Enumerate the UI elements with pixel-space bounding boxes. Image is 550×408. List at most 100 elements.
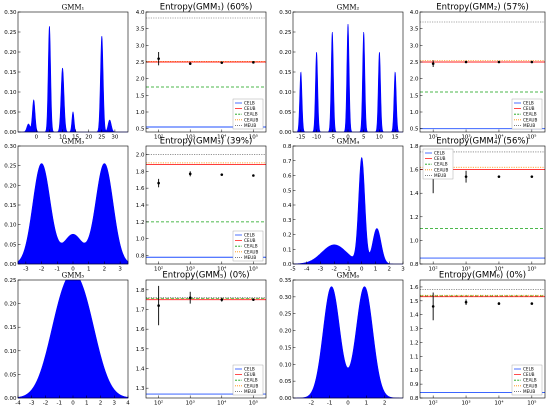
gmm2-entropy-ytick-label: 1.5 xyxy=(410,93,419,99)
gmm3-density-ytick-label: 0.10 xyxy=(4,223,17,229)
gmm6-density-ytick-label: 0.15 xyxy=(279,345,292,351)
gmm4-entropy-ytick-label: 1.8 xyxy=(410,144,419,150)
gmm1-density-xtick-label: 20 xyxy=(85,135,92,141)
gmm4-density-xtick-label: 1 xyxy=(374,267,378,273)
gmm4-entropy-xtick-label: 10⁴ xyxy=(494,266,504,273)
gmm5-entropy-legend-label: CEALB xyxy=(244,378,258,383)
gmm1-entropy-ytick-label: 4.0 xyxy=(136,10,145,16)
gmm3-entropy-xtick-label: 10² xyxy=(154,266,163,273)
gmm4-entropy-point xyxy=(464,175,468,178)
gmm2-density-ytick-label: 0.10 xyxy=(279,90,292,96)
gmm1-entropy-point xyxy=(220,61,224,64)
gmm4-entropy-legend-label: CELB xyxy=(434,151,445,156)
gmm1-entropy-xtick-label: 10⁵ xyxy=(249,134,258,141)
gmm4-density-ytick-label: 0.1 xyxy=(283,247,292,253)
gmm4-density-xtick-label: 2 xyxy=(388,267,392,273)
gmm3-entropy-point xyxy=(157,181,160,185)
gmm4-entropy-legend-label: CEALB xyxy=(434,162,448,167)
gmm5-density-title: GMM₅ xyxy=(62,272,85,280)
gmm1-density-title: GMM₁ xyxy=(62,4,85,12)
gmm6-entropy-legend-label: CEALB xyxy=(523,378,537,383)
gmm2-density-xtick-label: -15 xyxy=(296,135,305,141)
gmm1-entropy-xtick-label: 10⁴ xyxy=(217,134,227,141)
gmm1-density-ytick-label: 0.20 xyxy=(4,50,17,56)
gmm3-density-ytick-label: 0.20 xyxy=(4,183,17,189)
gmm4-density-area xyxy=(292,157,403,265)
gmm2-entropy-legend-label: CEAUB xyxy=(523,117,537,122)
gmm5-density-area xyxy=(17,279,129,399)
gmm2-density-xtick-label: -5 xyxy=(330,135,336,141)
gmm5-entropy-xtick-label: 10⁵ xyxy=(249,400,258,407)
gmm5-density-ytick-label: 0.15 xyxy=(4,325,17,331)
gmm5-entropy-xtick-label: 10² xyxy=(154,400,163,407)
gmm4-entropy-legend-label: CEUB xyxy=(434,156,446,161)
gmm3-entropy-title: Entropy(GMM₃) (39%) xyxy=(160,137,253,147)
gmm4-entropy-xtick-label: 10⁵ xyxy=(527,266,536,273)
gmm5-density-xtick-label: -4 xyxy=(15,401,21,407)
gmm5-density-ytick-label: 0.25 xyxy=(4,278,17,284)
gmm4-entropy-panel: 10² 10³ 10⁴ 10⁵ 0.8 1.0 1.2 1.4 1.6 1.8 Entropy(GM… xyxy=(410,137,546,273)
gmm2-entropy-panel: 10² 10³ 10⁴ 10⁵ 0.5 1.0 1.5 2.0 2.5 3.0 3.5 4.0 Entr… xyxy=(410,3,546,141)
gmm4-entropy-xtick-label: 10³ xyxy=(461,266,470,273)
gmm3-density-ytick-label: 0.15 xyxy=(4,203,17,209)
gmm4-entropy-legend-box xyxy=(422,148,454,180)
gmm3-density-xtick-label: -1 xyxy=(55,267,60,273)
gmm4-density-xtick-label: -4 xyxy=(304,267,310,273)
gmm1-entropy-ytick-label: 2.5 xyxy=(136,60,145,66)
gmm3-density-area xyxy=(17,163,129,265)
gmm6-entropy-ytick-label: 1.5 xyxy=(410,299,419,305)
gmm6-entropy-ytick-label: 1.3 xyxy=(410,327,419,333)
gmm3-entropy-legend-box xyxy=(232,230,264,262)
gmm1-density-ytick-label: 0.05 xyxy=(4,110,17,116)
gmm2-entropy-legend-box xyxy=(511,98,543,130)
gmm4-entropy-ytick-label: 1.4 xyxy=(410,191,419,197)
gmm2-density-ytick-label: 0.30 xyxy=(279,10,292,16)
gmm1-entropy-point xyxy=(188,62,192,65)
gmm3-entropy-legend-label: CEAUB xyxy=(244,249,258,254)
gmm6-density-xtick-label: -1 xyxy=(327,401,332,407)
gmm5-entropy-ytick-label: 1.8 xyxy=(136,288,145,294)
gmm1-entropy-legend-label: CEALB xyxy=(244,112,258,117)
gmm4-density-xtick-label: 3 xyxy=(401,267,405,273)
gmm5-entropy-point xyxy=(220,298,224,301)
gmm3-density-xtick-label: 0 xyxy=(71,267,75,273)
gmm5-density-ytick-label: 0.20 xyxy=(4,302,17,308)
gmm3-entropy-ytick-label: 1.0 xyxy=(136,237,145,243)
gmm3-density-xtick-label: 1 xyxy=(87,267,91,273)
gmm6-density-panel: -2 -1 0 1 2 0.00 0.05 0.10 0.15 0.20 0.25 0.30 0.35 G… xyxy=(279,272,404,407)
gmm1-density-xtick-label: 25 xyxy=(98,135,105,141)
gmm5-entropy-frame xyxy=(145,279,267,399)
gmm5-density-xtick-label: -1 xyxy=(57,401,62,407)
gmm6-entropy-title: Entropy(GMM₆) (0%) xyxy=(439,271,526,281)
gmm4-density-frame xyxy=(292,145,404,265)
gmm1-entropy-legend-label: CEAUB xyxy=(244,117,258,122)
gmm1-density-ytick-label: 0.15 xyxy=(4,70,17,76)
gmm6-entropy-ytick-label: 1.6 xyxy=(410,285,419,291)
gmm5-entropy-ytick-label: 1.3 xyxy=(136,386,145,392)
gmm4-entropy-legend-label: MEUB xyxy=(434,173,446,178)
gmm2-density-xtick-label: 15 xyxy=(392,135,399,141)
gmm4-entropy-point xyxy=(530,175,534,178)
gmm5-density-xtick-label: 3 xyxy=(113,401,117,407)
gmm6-entropy-point xyxy=(530,302,534,305)
gmm4-entropy-ytick-label: 0.8 xyxy=(410,262,419,268)
gmm1-density-ytick-label: 0.00 xyxy=(4,130,17,136)
gmm5-entropy-ytick-label: 1.4 xyxy=(136,367,145,373)
gmm6-entropy-ytick-label: 1.1 xyxy=(410,354,419,360)
gmm2-entropy-ytick-label: 3.5 xyxy=(410,27,419,33)
gmm4-density-ytick-label: 0.7 xyxy=(283,159,292,165)
gmm1-entropy-ytick-label: 0.5 xyxy=(136,127,145,133)
gmm4-entropy-point xyxy=(497,175,501,178)
gmm3-entropy-legend-label: CELB xyxy=(244,233,255,238)
gmm6-entropy-xtick-label: 10⁵ xyxy=(527,400,536,407)
gmm4-density-xtick-label: 0 xyxy=(360,267,364,273)
gmm2-entropy-ytick-label: 3.0 xyxy=(410,43,419,49)
gmm2-density-ytick-label: 0.00 xyxy=(279,130,292,136)
gmm2-entropy-legend-label: MEUB xyxy=(523,123,535,128)
gmm6-density-ytick-label: 0.05 xyxy=(279,379,292,385)
gmm1-density-ytick-label: 0.30 xyxy=(4,10,17,16)
gmm2-density-xtick-label: -10 xyxy=(312,135,321,141)
gmm6-entropy-ytick-label: 1.4 xyxy=(410,313,419,319)
gmm2-entropy-point xyxy=(464,60,468,64)
gmm5-entropy-xtick-label: 10⁴ xyxy=(217,400,227,407)
